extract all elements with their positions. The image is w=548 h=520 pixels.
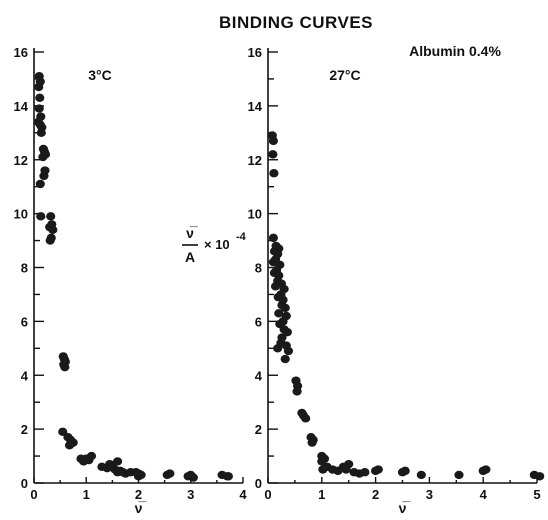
x-tick-label: 2: [372, 487, 379, 502]
data-point: [34, 82, 44, 92]
data-point: [46, 212, 56, 221]
data-point: [270, 282, 281, 291]
data-point: [317, 457, 327, 466]
y-tick-label: 4: [21, 368, 29, 383]
data-point: [35, 93, 45, 102]
y-tick-label: 8: [255, 261, 262, 276]
y-tick-label: 16: [14, 45, 28, 60]
x-tick-label: 3: [187, 487, 194, 502]
data-point: [84, 455, 94, 465]
y-label-denominator: A: [185, 249, 195, 265]
data-point: [274, 309, 284, 318]
data-point: [38, 152, 48, 162]
data-point: [283, 346, 294, 356]
x-tick-label: 0: [264, 487, 271, 502]
y-tick-label: 10: [248, 207, 262, 222]
data-point: [268, 233, 278, 243]
y-label-suffix: × 10: [204, 237, 230, 252]
y-tick-label: 0: [255, 476, 262, 491]
y-label-numerator: ν̅: [186, 225, 198, 241]
data-point: [400, 466, 410, 476]
data-point: [282, 327, 292, 337]
y-tick-label: 0: [21, 476, 28, 491]
chart-title: BINDING CURVES: [219, 13, 373, 32]
data-point: [48, 225, 58, 234]
data-point: [35, 179, 45, 189]
data-point: [307, 438, 317, 447]
y-tick-label: 8: [21, 261, 28, 276]
data-point: [454, 470, 464, 480]
data-point: [481, 465, 491, 474]
data-point: [36, 128, 46, 138]
data-point: [58, 427, 68, 437]
y-tick-label: 6: [255, 314, 262, 329]
x-tick-label: 4: [239, 487, 247, 502]
data-point: [269, 169, 279, 178]
data-point: [280, 354, 290, 364]
data-point: [360, 468, 370, 477]
data-point: [318, 465, 328, 474]
data-point: [301, 414, 311, 423]
x-tick-label: 0: [30, 487, 37, 502]
data-point: [273, 344, 283, 353]
y-axis-label: ν̅ A × 10 -4: [182, 225, 247, 265]
data-point: [45, 236, 55, 245]
data-point: [165, 469, 175, 478]
x-tick-label: 2: [135, 487, 142, 502]
data-point: [535, 472, 545, 481]
data-point: [344, 459, 354, 469]
data-point: [292, 387, 302, 396]
x-tick-label: 1: [83, 487, 90, 502]
data-point: [64, 441, 75, 450]
x-tick-label: 3: [426, 487, 433, 502]
x-axis-label: ν̅: [135, 500, 147, 515]
y-label-exponent: -4: [236, 231, 247, 243]
x-tick-label: 1: [318, 487, 325, 502]
data-point: [268, 150, 278, 159]
panel-temperature-label: 3°C: [88, 67, 112, 83]
y-tick-label: 12: [248, 153, 262, 168]
data-point: [136, 470, 146, 480]
data-point: [36, 212, 46, 221]
data-point: [268, 136, 278, 146]
data-point: [280, 303, 290, 313]
panel-temperature-label: 27°C: [329, 67, 360, 83]
albumin-annotation: Albumin 0.4%: [409, 43, 501, 59]
y-tick-label: 2: [255, 422, 262, 437]
x-tick-label: 4: [480, 487, 488, 502]
y-tick-label: 14: [248, 99, 263, 114]
y-tick-label: 4: [255, 368, 263, 383]
data-point: [39, 171, 49, 181]
y-tick-label: 6: [21, 314, 28, 329]
data-point: [34, 104, 44, 113]
data-point: [113, 457, 123, 466]
x-axis-label: ν̅: [399, 500, 411, 515]
y-tick-label: 16: [248, 45, 262, 60]
data-point: [60, 362, 70, 372]
data-point: [373, 465, 383, 474]
y-tick-label: 14: [14, 99, 29, 114]
x-tick-label: 5: [533, 487, 540, 502]
y-tick-label: 2: [21, 422, 28, 437]
y-tick-label: 10: [14, 207, 28, 222]
y-tick-label: 12: [14, 153, 28, 168]
data-point: [188, 473, 198, 482]
data-point: [416, 470, 426, 480]
data-point: [223, 472, 233, 481]
